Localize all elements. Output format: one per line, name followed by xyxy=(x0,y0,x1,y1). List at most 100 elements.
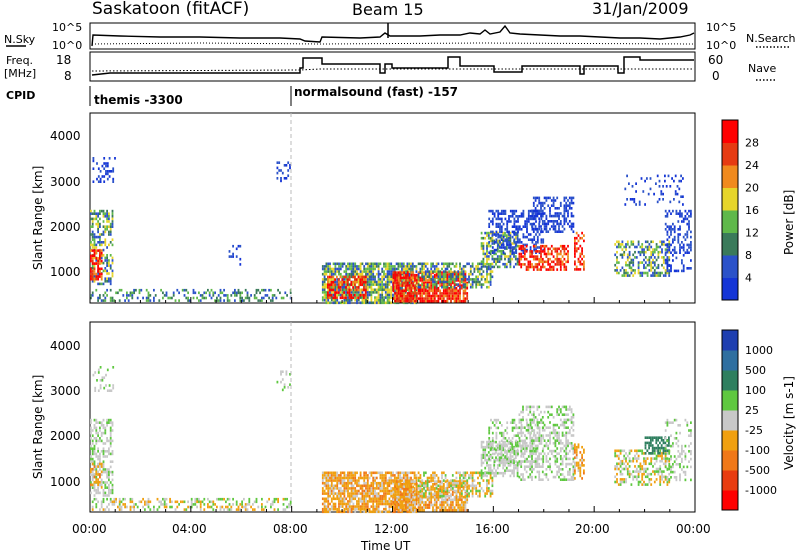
power-cell-2818 xyxy=(625,243,627,246)
velocity-cell-1190 xyxy=(394,490,397,494)
velocity-cell-1183 xyxy=(392,498,395,502)
velocity-cell-539 xyxy=(327,492,330,495)
velocity-cell-1444 xyxy=(442,508,445,512)
power-cell-2856 xyxy=(632,274,635,277)
power-cell-1726 xyxy=(464,281,467,285)
velocity-cell-713 xyxy=(350,500,353,503)
velocity-ytick-3000: 3000 xyxy=(50,384,81,398)
power-cell-2160 xyxy=(516,234,519,237)
power-cell-2917 xyxy=(650,253,653,257)
velocity-cell-1733 xyxy=(471,492,474,495)
power-cell-1999 xyxy=(480,260,483,263)
power-cell-533 xyxy=(325,285,328,289)
power-cell-3021 xyxy=(668,209,671,213)
velocity-cell-1540 xyxy=(460,503,463,507)
velocity-cell-878 xyxy=(374,505,376,508)
power-cell-499 xyxy=(289,164,291,167)
power-cell-1640 xyxy=(448,297,451,300)
velocity-cell-693 xyxy=(348,487,351,490)
power-cell-178 xyxy=(111,243,114,247)
power-cell-1294 xyxy=(361,283,363,287)
power-cell-491 xyxy=(281,171,284,175)
velocity-cell-1700 xyxy=(462,476,465,480)
power-cell-943 xyxy=(381,301,384,305)
velocity-cell-1451 xyxy=(444,501,447,504)
velocity-cell-635 xyxy=(339,510,342,514)
power-cell-959 xyxy=(384,272,387,276)
power-cell-107 xyxy=(102,241,105,244)
power-cell-2663 xyxy=(554,212,557,215)
velocity-cell-1622 xyxy=(433,492,436,495)
velocity-cell-1575 xyxy=(417,484,420,488)
velocity-cell-1561 xyxy=(464,508,467,512)
power-cell-326 xyxy=(138,288,141,292)
power-cell-1132 xyxy=(408,267,411,271)
power-cell-1345 xyxy=(397,271,400,274)
velocity-cell-433 xyxy=(244,503,247,506)
velocity-cell-1754 xyxy=(478,492,481,495)
velocity-cell-1189 xyxy=(394,488,397,491)
power-cell-2472 xyxy=(540,247,542,251)
power-cell-2604 xyxy=(540,201,542,205)
power-cell-122 xyxy=(104,259,107,262)
power-cell-2287 xyxy=(515,228,518,231)
power-cell-1502 xyxy=(424,281,427,285)
power-cell-2877 xyxy=(639,274,642,277)
power-cell-1426 xyxy=(410,297,413,300)
power-cell-3050 xyxy=(673,235,676,239)
power-cell-697 xyxy=(348,265,351,268)
velocity-cell-907 xyxy=(379,474,382,477)
power-cell-1697 xyxy=(459,281,461,285)
velocity-cell-393 xyxy=(210,500,213,504)
power-cell-2178 xyxy=(491,217,494,221)
power-cell-133 xyxy=(106,228,108,231)
nsearch-trace xyxy=(91,42,695,45)
power-cell-2912 xyxy=(648,263,651,267)
velocity-cell-463 xyxy=(273,508,276,511)
power-cell-2426 xyxy=(523,255,526,258)
power-cell-3147 xyxy=(638,200,641,204)
power-cell-2706 xyxy=(565,204,568,207)
power-cell-2394 xyxy=(540,212,543,215)
velocity-cell-712 xyxy=(350,497,353,501)
velocity-cell-1557 xyxy=(464,498,467,502)
power-cell-2964 xyxy=(661,250,663,254)
power-cell-660 xyxy=(343,283,346,286)
power-cell-83 xyxy=(99,241,101,244)
power-cell-933 xyxy=(381,275,384,279)
power-cell-216 xyxy=(95,275,98,278)
velocity-cell-1021 xyxy=(395,471,398,475)
power-cell-1929 xyxy=(471,283,474,286)
power-cell-3004 xyxy=(664,251,667,254)
power-cell-398 xyxy=(219,296,222,300)
velocity-cell-1234 xyxy=(401,503,404,507)
power-cell-852 xyxy=(368,293,371,297)
velocity-cell-583 xyxy=(332,505,335,508)
freq-trace xyxy=(91,56,694,76)
power-cell-2444 xyxy=(531,250,533,253)
velocity-cell-1094 xyxy=(404,489,407,493)
velocity-cell-893 xyxy=(375,510,378,514)
power-cell-2915 xyxy=(650,245,653,249)
power-cell-2097 xyxy=(502,262,505,266)
power-cell-190 xyxy=(90,270,92,273)
power-cell-2496 xyxy=(545,268,548,271)
power-cell-1958 xyxy=(480,272,483,276)
power-cell-1217 xyxy=(332,296,335,300)
power-cell-2849 xyxy=(632,240,635,244)
power-cell-741 xyxy=(354,285,357,289)
velocity-cell-511 xyxy=(323,492,326,495)
velocity-cell-905 xyxy=(377,510,380,514)
velocity-cell-702 xyxy=(350,471,353,475)
power-cell-2925 xyxy=(652,248,654,251)
velocity-cell-1647 xyxy=(442,492,445,495)
power-cell-262 xyxy=(103,175,106,178)
velocity-cell-439 xyxy=(248,500,251,504)
power-cell-3063 xyxy=(677,228,680,231)
power-cell-1275 xyxy=(354,288,356,292)
velocity-cell-939 xyxy=(383,494,385,498)
power-cell-1983 xyxy=(489,265,492,268)
power-cell-719 xyxy=(350,298,353,302)
power-cell-1581 xyxy=(437,299,440,303)
velocity-cell-198 xyxy=(111,489,114,492)
